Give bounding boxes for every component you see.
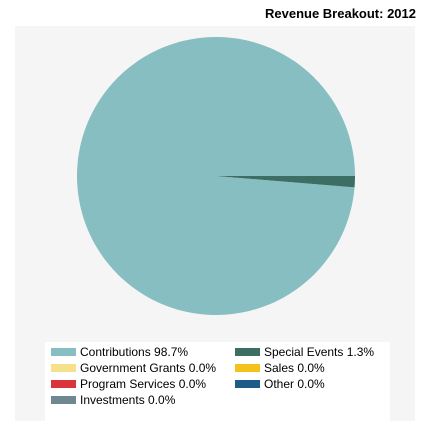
legend-item-government-grants: Government Grants 0.0% (51, 361, 216, 375)
legend-item-other: Other 0.0% (235, 377, 325, 391)
legend-label: Government Grants 0.0% (80, 361, 217, 375)
legend-swatch (51, 348, 76, 356)
legend-label: Other 0.0% (264, 377, 325, 391)
legend-label: Contributions 98.7% (80, 345, 189, 359)
plot-area: Contributions 98.7% Special Events 1.3% … (15, 26, 415, 434)
legend: Contributions 98.7% Special Events 1.3% … (45, 342, 390, 434)
legend-label: Investments 0.0% (80, 393, 176, 407)
pie-slice-special-events (216, 176, 355, 188)
chart-title: Revenue Breakout: 2012 (264, 6, 416, 21)
legend-label: Program Services 0.0% (80, 377, 207, 391)
legend-item-sales: Sales 0.0% (235, 361, 325, 375)
legend-swatch (51, 364, 76, 372)
pie-chart (77, 37, 355, 316)
legend-label: Sales 0.0% (264, 361, 325, 375)
legend-item-investments: Investments 0.0% (51, 393, 175, 407)
legend-label: Special Events 1.3% (264, 345, 375, 359)
legend-swatch (235, 380, 260, 388)
legend-swatch (51, 380, 76, 388)
legend-item-special-events: Special Events 1.3% (235, 345, 374, 359)
legend-item-contributions: Contributions 98.7% (51, 345, 188, 359)
pie-slice-contributions (77, 37, 355, 316)
legend-swatch (51, 396, 76, 404)
legend-item-program-services: Program Services 0.0% (51, 377, 206, 391)
legend-swatch (235, 364, 260, 372)
legend-swatch (235, 348, 260, 356)
